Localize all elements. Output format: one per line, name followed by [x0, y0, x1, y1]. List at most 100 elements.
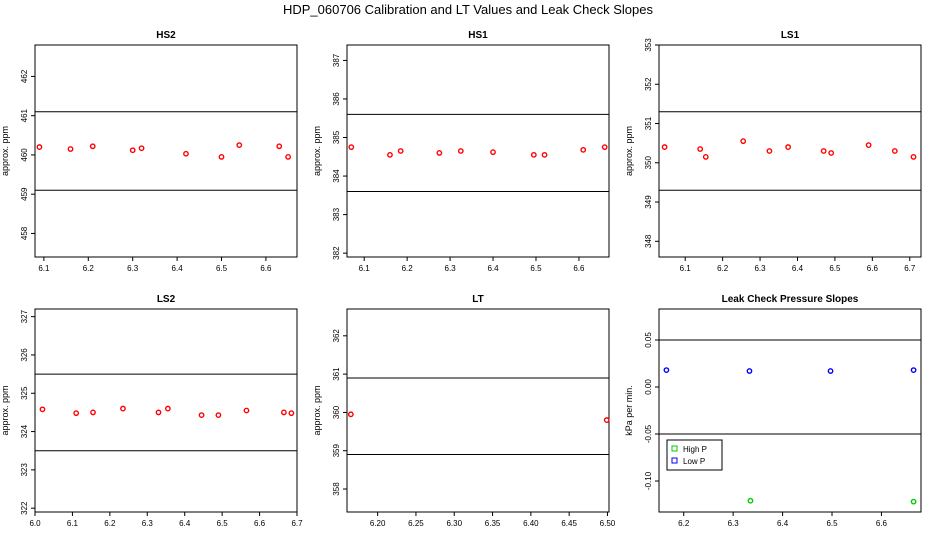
x-tick-label: 6.6 [260, 264, 272, 273]
data-point [198, 412, 205, 418]
data-point [530, 151, 537, 158]
data-point [218, 153, 225, 160]
data-point [138, 145, 145, 152]
x-tick-label: 6.2 [402, 264, 414, 273]
x-tick-label: 6.4 [487, 264, 499, 273]
data-point [183, 150, 189, 157]
legend-label: High P [683, 445, 707, 454]
y-tick-label: 322 [20, 501, 29, 515]
x-tick-label: 6.1 [680, 264, 692, 273]
x-tick-label: 6.3 [728, 519, 740, 528]
data-point [740, 138, 747, 145]
x-tick-label: 6.7 [904, 264, 916, 273]
x-tick-label: 6.4 [172, 264, 184, 273]
data-point [39, 406, 46, 413]
x-tick-label: 6.5 [530, 264, 542, 273]
y-tick-label: 460 [20, 148, 29, 162]
y-tick-label: 385 [332, 130, 341, 144]
y-tick-label: 387 [332, 53, 341, 67]
data-point [164, 405, 171, 412]
data-point [580, 146, 587, 153]
y-tick-label: 348 [644, 234, 653, 248]
y-tick-label: 327 [20, 309, 29, 323]
data-point [785, 144, 792, 150]
data-point [747, 497, 754, 504]
data-point [73, 410, 80, 417]
data-point [697, 146, 704, 152]
x-tick-label: 6.2 [83, 264, 95, 273]
y-tick-label: 349 [644, 195, 653, 209]
data-point [661, 144, 668, 150]
data-point [541, 151, 548, 158]
y-tick-label: 382 [332, 246, 341, 260]
y-tick-label: 386 [332, 92, 341, 106]
data-point [236, 142, 243, 149]
x-tick-label: 6.0 [29, 519, 41, 528]
x-tick-label: 6.4 [179, 519, 191, 528]
data-point [90, 409, 96, 416]
legend: High P Low P [666, 439, 723, 471]
y-tick-label: 362 [332, 329, 341, 343]
y-axis-label: approx. ppm [0, 126, 10, 176]
data-point [397, 148, 404, 154]
x-tick-label: 6.2 [678, 519, 690, 528]
panel-title: LS2 [157, 294, 176, 305]
data-point [120, 405, 126, 412]
data-point [601, 144, 608, 151]
data-point [280, 409, 287, 416]
data-point [663, 367, 670, 373]
y-tick-label: 359 [332, 443, 341, 457]
chart-panel: LS2 approx. ppm 6.0 6.1 6.2 6.3 6.4 6.5 6.6 6.7 32… [0, 294, 303, 528]
data-point [746, 368, 753, 374]
x-tick-label: 6.2 [104, 519, 116, 528]
x-tick-label: 6.6 [573, 264, 585, 273]
x-tick-label: 6.6 [254, 519, 266, 528]
chart-panel: Leak Check Pressure Slopes kPa per min. 6.… [624, 294, 922, 528]
y-axis-label: kPa per min. [624, 385, 634, 436]
data-point [276, 143, 283, 150]
data-point [910, 367, 917, 373]
data-point [910, 153, 917, 160]
data-point [348, 144, 355, 151]
data-point [827, 368, 834, 374]
x-tick-label: 6.45 [561, 519, 577, 528]
legend-marker [671, 457, 678, 464]
data-point [387, 151, 393, 158]
y-tick-label: 458 [20, 226, 29, 240]
chart-panel: LS1 approx. ppm 6.1 6.2 6.3 6.4 6.5 6.6 6.7 348 34… [624, 30, 922, 273]
data-point [702, 153, 709, 160]
data-point [490, 149, 496, 156]
chart-panel: LT approx. ppm 6.20 6.25 6.30 6.35 6.40 6.45 6.5… [312, 294, 616, 528]
panel-title: HS2 [156, 30, 176, 41]
x-tick-label: 6.20 [370, 519, 386, 528]
y-tick-label: 323 [20, 463, 29, 477]
data-point [155, 409, 162, 416]
y-tick-label: 361 [332, 367, 341, 381]
y-axis-label: approx. ppm [0, 385, 10, 435]
panel-title: HS1 [468, 30, 488, 41]
y-tick-label: 461 [20, 108, 29, 122]
data-point [243, 407, 250, 414]
y-axis-label: approx. ppm [312, 126, 322, 176]
y-tick-label: 325 [20, 386, 29, 400]
x-tick-label: 6.3 [142, 519, 154, 528]
data-point [820, 148, 827, 154]
data-point [215, 412, 222, 418]
data-point [603, 417, 610, 423]
data-point [129, 147, 136, 154]
x-tick-label: 6.1 [67, 519, 79, 528]
y-tick-label: 0.05 [644, 332, 653, 348]
data-point [766, 148, 773, 154]
x-tick-label: 6.5 [217, 519, 229, 528]
y-tick-label: 353 [644, 38, 653, 52]
legend-box [666, 439, 723, 471]
x-tick-label: 6.3 [127, 264, 139, 273]
y-tick-label: 358 [332, 482, 341, 496]
data-point [67, 146, 74, 152]
plot-frame [34, 44, 298, 258]
chart-panel: HS2 approx. ppm 6.1 6.2 6.3 6.4 6.5 6.6 458 459 46… [0, 30, 298, 273]
x-tick-label: 6.5 [829, 264, 841, 273]
x-tick-label: 6.1 [38, 264, 50, 273]
data-point [457, 148, 464, 154]
